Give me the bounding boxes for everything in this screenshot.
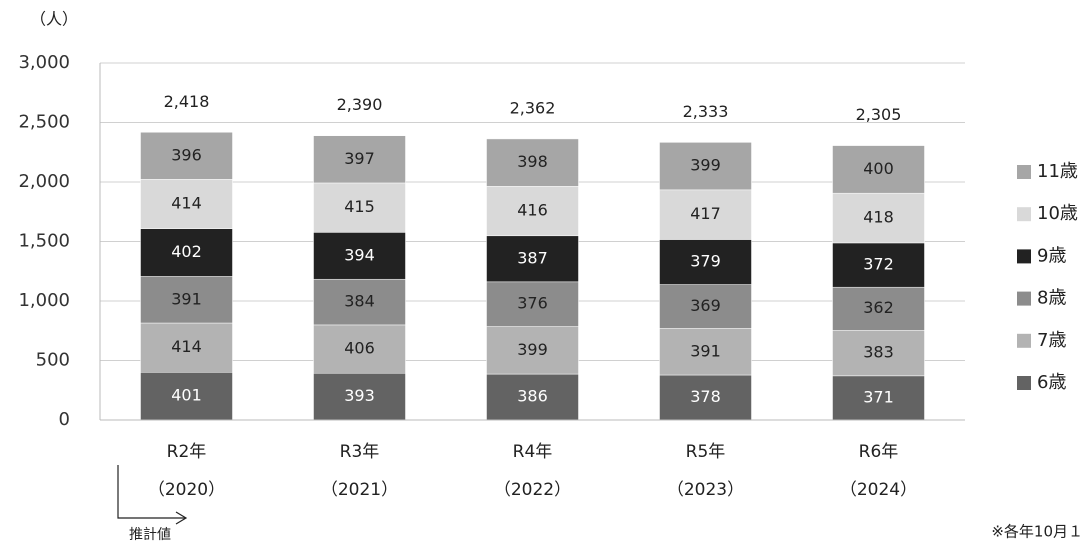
legend-label: 6歳	[1037, 372, 1066, 393]
data-label: 362	[863, 298, 894, 317]
data-label: 372	[863, 255, 894, 274]
bar-segment	[832, 192, 925, 244]
data-label: 379	[690, 252, 721, 271]
y-tick-label: 3,000	[18, 52, 70, 73]
bar-segment	[659, 239, 752, 285]
x-tick-label: （2020）	[148, 480, 225, 500]
x-tick-label: R6年	[859, 442, 899, 462]
legend-swatch	[1017, 165, 1031, 179]
total-label: 2,333	[683, 102, 729, 121]
y-axis-label: （人）	[30, 10, 78, 29]
bar-segment	[140, 228, 233, 277]
estimate-note: 推計値	[129, 527, 171, 543]
bar-segment	[486, 138, 579, 187]
estimate-arrow	[117, 465, 185, 519]
data-label: 383	[863, 343, 894, 362]
y-tick-label: 0	[59, 409, 70, 430]
bar-segment	[659, 328, 752, 376]
data-label: 399	[517, 340, 548, 359]
data-label: 399	[690, 156, 721, 175]
data-label: 418	[863, 208, 894, 227]
y-tick-label: 2,000	[18, 171, 70, 192]
bar-segment	[832, 286, 925, 331]
bar-segment	[832, 242, 925, 288]
bar-segment	[486, 373, 579, 421]
y-tick-label: 500	[36, 350, 70, 371]
legend-swatch	[1017, 249, 1031, 264]
legend-swatch	[1017, 333, 1031, 348]
total-label: 2,418	[164, 92, 210, 111]
data-label: 378	[690, 387, 721, 406]
x-tick-label: （2023）	[667, 480, 744, 500]
legend-label: 9歳	[1037, 245, 1066, 266]
data-label: 394	[344, 245, 375, 264]
legend-swatch	[1017, 291, 1031, 306]
data-label: 400	[863, 159, 894, 178]
data-label: 387	[517, 248, 548, 267]
x-tick-label: （2022）	[494, 480, 571, 500]
x-tick-label: R4年	[513, 442, 553, 462]
data-label: 398	[517, 152, 548, 171]
data-label: 406	[344, 339, 375, 358]
bar-segment	[140, 276, 233, 324]
bar-segment	[313, 324, 406, 374]
y-tick-label: 1,000	[18, 290, 70, 311]
bar-segment	[140, 322, 233, 373]
data-label: 391	[171, 289, 202, 308]
data-label: 386	[517, 387, 548, 406]
arrow-head	[175, 511, 188, 525]
legend-swatch	[1017, 376, 1031, 390]
y-tick-label: 2,500	[18, 112, 70, 133]
data-label: 401	[171, 386, 202, 405]
bar-segment	[486, 235, 579, 283]
bar-segment	[313, 278, 406, 326]
bar-segment	[313, 135, 406, 184]
data-label: 416	[517, 201, 548, 220]
data-label: 391	[690, 341, 721, 360]
legend-label: 10歳	[1037, 203, 1078, 224]
legend-swatch	[1017, 207, 1031, 222]
data-label: 396	[171, 145, 202, 164]
total-label: 2,362	[510, 98, 556, 117]
data-label: 384	[344, 292, 375, 311]
bar-segment	[659, 189, 752, 240]
data-label: 417	[690, 204, 721, 223]
x-tick-label: （2024）	[840, 480, 917, 500]
bar-segment	[832, 330, 925, 377]
bar-segment	[659, 284, 752, 329]
data-label: 397	[344, 149, 375, 168]
legend-label: 7歳	[1037, 330, 1066, 351]
y-tick-label: 1,500	[18, 231, 70, 252]
bar-segment	[486, 186, 579, 237]
x-tick-label: R5年	[686, 442, 726, 462]
bar-segment	[140, 132, 233, 180]
data-label: 414	[171, 337, 202, 356]
data-label: 415	[344, 197, 375, 216]
legend-label: 11歳	[1037, 161, 1078, 182]
data-label: 414	[171, 194, 202, 213]
bar-segment	[832, 145, 925, 194]
data-label: 393	[344, 386, 375, 405]
bar-segment	[659, 374, 752, 421]
x-tick-label: R3年	[340, 442, 380, 462]
bar-segment	[832, 375, 925, 421]
data-label: 371	[863, 387, 894, 406]
total-label: 2,305	[856, 105, 902, 124]
bar-segment	[313, 232, 406, 280]
bar-segment	[313, 182, 406, 233]
x-tick-label: （2021）	[321, 480, 398, 500]
legend-label: 8歳	[1037, 288, 1066, 309]
total-label: 2,390	[337, 95, 383, 114]
x-tick-label: R2年	[167, 442, 207, 462]
footnote: ※各年10月１	[991, 523, 1083, 541]
bar-segment	[140, 179, 233, 229]
data-label: 376	[517, 294, 548, 313]
data-label: 369	[690, 296, 721, 315]
data-label: 402	[171, 242, 202, 261]
bar-segment	[659, 142, 752, 191]
bar-segment	[313, 372, 406, 421]
